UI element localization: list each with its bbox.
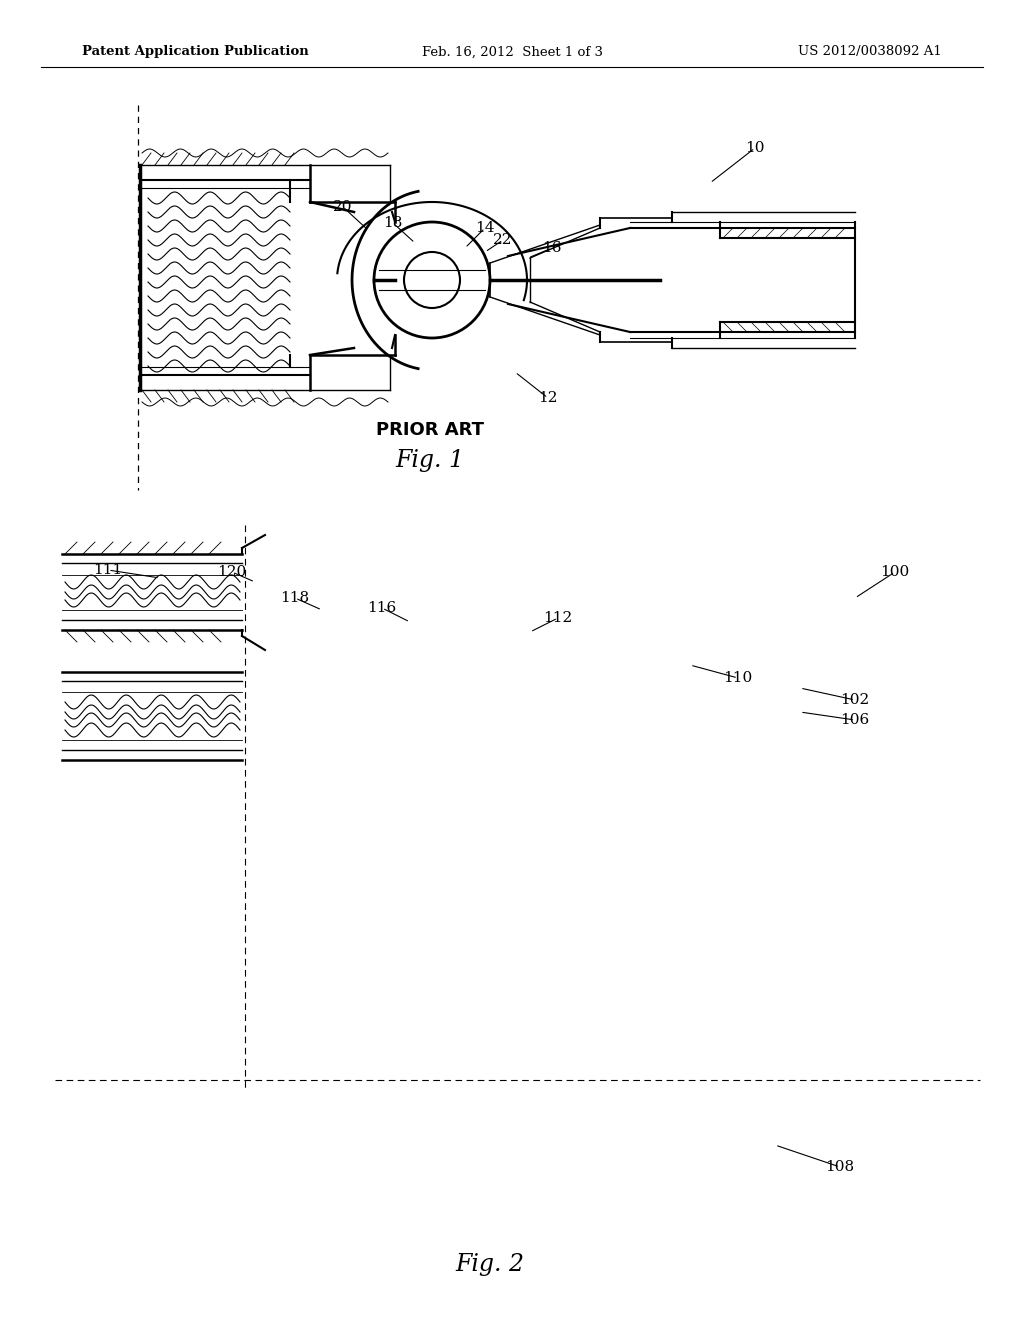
Text: 111: 111: [93, 564, 123, 577]
Text: 108: 108: [825, 1160, 855, 1173]
Text: 18: 18: [383, 216, 402, 230]
Text: US 2012/0038092 A1: US 2012/0038092 A1: [799, 45, 942, 58]
Text: 100: 100: [881, 565, 909, 579]
Text: 16: 16: [543, 242, 562, 255]
Text: 20: 20: [333, 201, 352, 214]
Text: 106: 106: [841, 713, 869, 727]
Text: 110: 110: [723, 671, 753, 685]
Text: PRIOR ART: PRIOR ART: [376, 421, 484, 440]
Text: 102: 102: [841, 693, 869, 708]
Text: Fig. 2: Fig. 2: [456, 1254, 524, 1276]
Text: 10: 10: [745, 141, 765, 154]
Text: 116: 116: [368, 601, 396, 615]
Text: Fig. 1: Fig. 1: [395, 449, 465, 471]
Text: 112: 112: [544, 611, 572, 624]
Text: 12: 12: [539, 391, 558, 405]
Text: 14: 14: [475, 220, 495, 235]
Text: 118: 118: [281, 591, 309, 605]
Text: Patent Application Publication: Patent Application Publication: [82, 45, 309, 58]
Text: Feb. 16, 2012  Sheet 1 of 3: Feb. 16, 2012 Sheet 1 of 3: [422, 45, 602, 58]
Text: 22: 22: [494, 234, 513, 247]
Text: 120: 120: [217, 565, 247, 579]
